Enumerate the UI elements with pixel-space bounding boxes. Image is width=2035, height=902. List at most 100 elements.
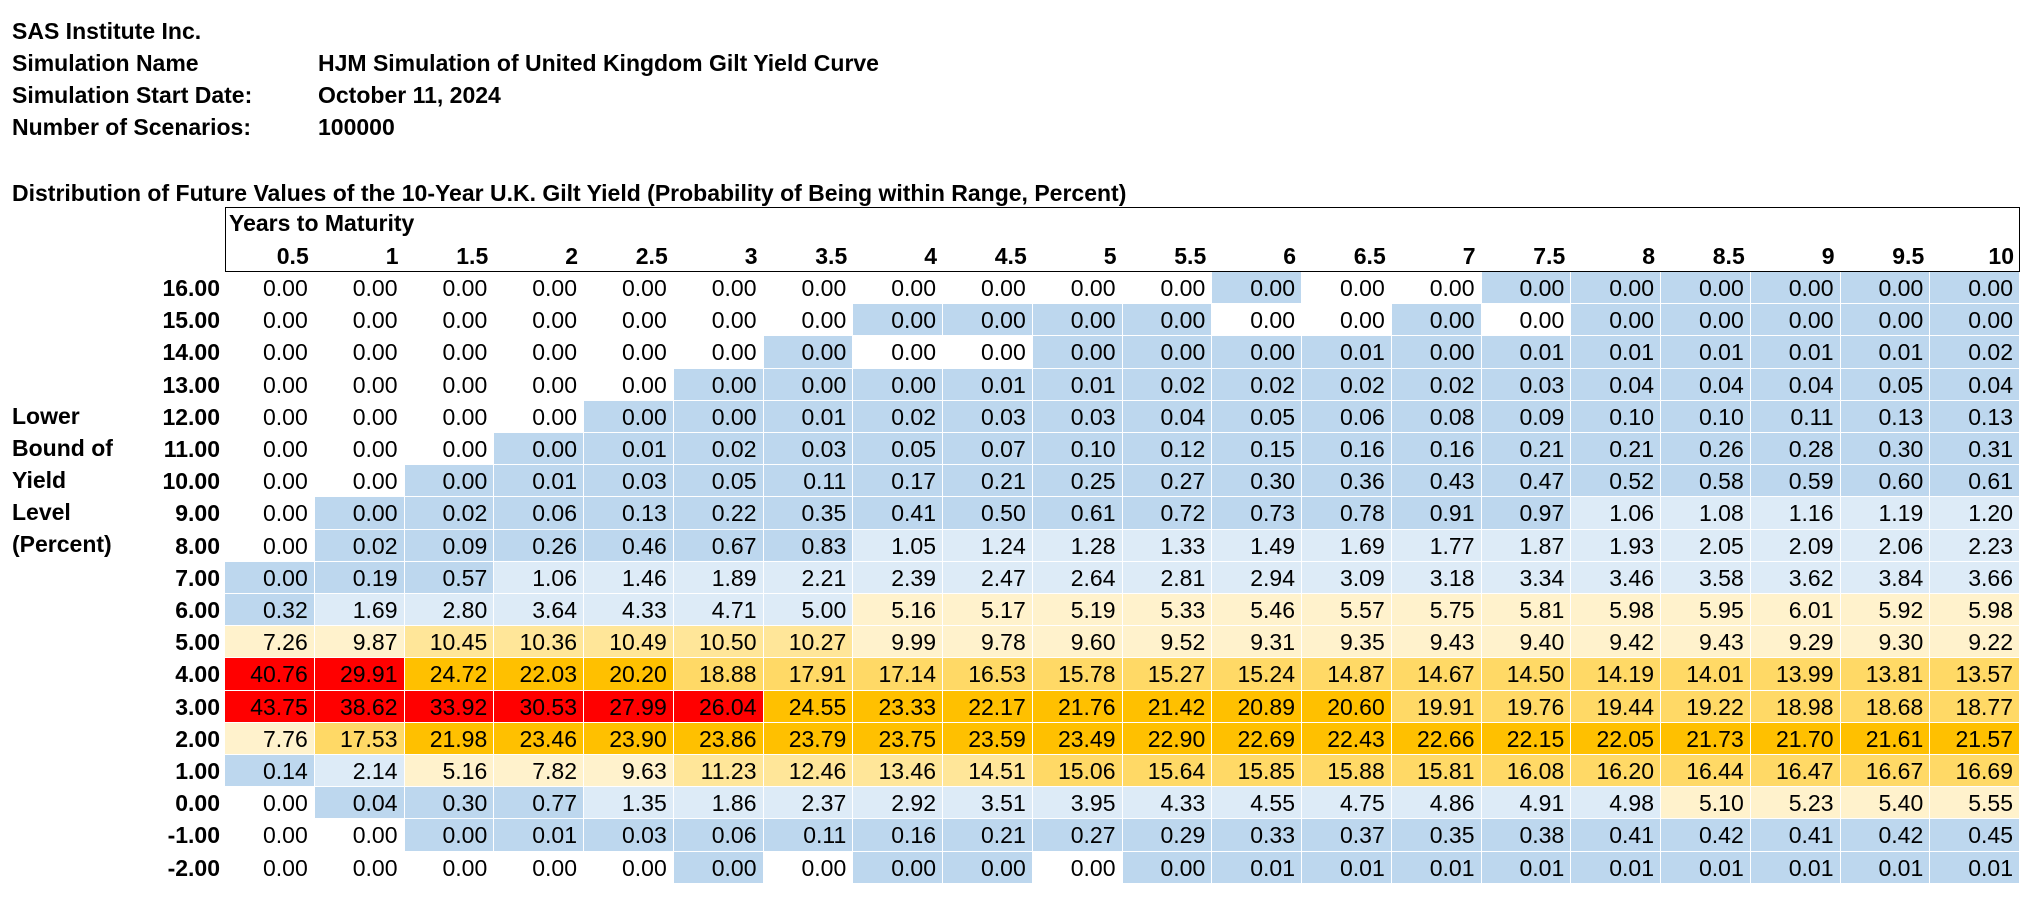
table-cell: 43.75 (225, 690, 315, 723)
table-cell: 27.99 (584, 690, 674, 723)
table-cell: 0.42 (1661, 819, 1751, 852)
table-cell: 16.08 (1481, 755, 1572, 788)
table-cell: 1.24 (943, 529, 1033, 562)
table-cell: 14.51 (943, 755, 1033, 788)
table-cell: 0.03 (584, 465, 674, 498)
table-cell: 0.21 (943, 819, 1033, 852)
table-cell: 0.00 (673, 400, 764, 433)
table-cell: 0.00 (1571, 272, 1661, 305)
table-cell: 5.16 (853, 594, 943, 627)
table-cell: 0.41 (1571, 819, 1661, 852)
table-cell: 15.06 (1032, 755, 1123, 788)
table-cell: 0.13 (1840, 400, 1931, 433)
table-cell: 0.00 (494, 368, 584, 401)
table-cell: 0.00 (404, 304, 495, 337)
table-cell: 3.09 (1302, 561, 1392, 594)
table-cell: 0.00 (494, 304, 584, 337)
table-cell: 14.01 (1661, 658, 1751, 691)
table-cell: 30.53 (494, 690, 584, 723)
table-cell: 1.08 (1661, 497, 1751, 530)
column-header: 5 (1103, 243, 1117, 269)
table-cell: 0.02 (1302, 368, 1392, 401)
table-cell: 0.00 (314, 433, 405, 466)
row-axis-label-line: Level (12, 499, 71, 525)
column-header: 1 (385, 243, 399, 269)
table-cell: 5.55 (1930, 787, 2020, 820)
table-cell: 1.06 (1571, 497, 1661, 530)
table-cell: 14.19 (1571, 658, 1661, 691)
table-cell: 0.01 (494, 819, 584, 852)
table-cell: 16.67 (1840, 755, 1931, 788)
table-cell: 22.05 (1571, 722, 1661, 755)
table-cell: 1.46 (584, 561, 674, 594)
row-header: 1.00 (175, 758, 220, 784)
table-cell: 0.00 (1571, 304, 1661, 337)
table-cell: 0.00 (225, 433, 315, 466)
table-cell: 0.00 (584, 272, 674, 305)
table-cell: 13.81 (1840, 658, 1931, 691)
table-cell: 5.23 (1750, 787, 1841, 820)
table-cell: 14.50 (1481, 658, 1572, 691)
table-cell: 23.49 (1032, 722, 1123, 755)
table-cell: 0.78 (1302, 497, 1392, 530)
table-cell: 5.46 (1212, 594, 1302, 627)
table-cell: 1.05 (853, 529, 943, 562)
table-cell: 0.03 (1481, 368, 1572, 401)
table-cell: 0.00 (1391, 304, 1482, 337)
table-cell: 10.49 (584, 626, 674, 659)
table-cell: 0.28 (1750, 433, 1841, 466)
table-cell: 5.81 (1481, 594, 1572, 627)
row-axis-label-line: (Percent) (12, 531, 112, 557)
table-cell: 20.89 (1212, 690, 1302, 723)
row-header: 5.00 (175, 629, 220, 656)
table-cell: 0.04 (314, 787, 405, 820)
table-cell: 0.00 (943, 272, 1033, 305)
table-cell: 0.26 (1661, 433, 1751, 466)
table-cell: 0.37 (1302, 819, 1392, 852)
table-cell: 23.46 (494, 722, 584, 755)
table-cell: 0.00 (1032, 272, 1123, 305)
table-cell: 0.00 (1750, 272, 1841, 305)
table-cell: 0.01 (1661, 336, 1751, 369)
table-cell: 22.15 (1481, 722, 1572, 755)
table-cell: 0.01 (1840, 336, 1931, 369)
table-cell: 0.01 (1481, 851, 1572, 884)
row-header: -2.00 (167, 854, 220, 881)
start-date-label: Simulation Start Date: (12, 82, 253, 108)
table-cell: 0.03 (1032, 400, 1123, 433)
table-cell: 4.55 (1212, 787, 1302, 820)
table-cell: 2.94 (1212, 561, 1302, 594)
table-cell: 0.00 (1122, 304, 1213, 337)
table-cell: 0.25 (1032, 465, 1123, 498)
table-cell: 0.00 (225, 561, 315, 594)
table-cell: 0.00 (314, 497, 405, 530)
table-cell: 10.27 (763, 626, 854, 659)
table-cell: 0.01 (1840, 851, 1931, 884)
table-cell: 13.99 (1750, 658, 1841, 691)
table-cell: 5.57 (1302, 594, 1392, 627)
table-cell: 5.16 (404, 755, 495, 788)
table-cell: 0.47 (1481, 465, 1572, 498)
column-header: 4.5 (994, 243, 1027, 269)
table-cell: 0.07 (943, 433, 1033, 466)
table-cell: 0.00 (1302, 272, 1392, 305)
column-header: 6 (1283, 243, 1296, 269)
table-cell: 0.27 (1032, 819, 1123, 852)
table-cell: 3.66 (1930, 561, 2020, 594)
table-cell: 0.00 (314, 336, 405, 369)
table-cell: 15.88 (1302, 755, 1392, 788)
table-cell: 18.68 (1840, 690, 1931, 723)
table-cell: 5.75 (1391, 594, 1482, 627)
table-cell: 0.00 (763, 272, 854, 305)
table-cell: 11.23 (673, 755, 764, 788)
table-cell: 4.86 (1391, 787, 1482, 820)
table-cell: 0.00 (314, 465, 405, 498)
table-cell: 5.98 (1930, 594, 2020, 627)
table-cell: 0.04 (1930, 368, 2020, 401)
table-cell: 0.09 (1481, 400, 1572, 433)
table-cell: 24.55 (763, 690, 854, 723)
table-cell: 0.01 (763, 400, 854, 433)
row-header: 7.00 (175, 564, 220, 591)
table-cell: 0.97 (1481, 497, 1572, 530)
table-cell: 21.57 (1930, 722, 2020, 755)
